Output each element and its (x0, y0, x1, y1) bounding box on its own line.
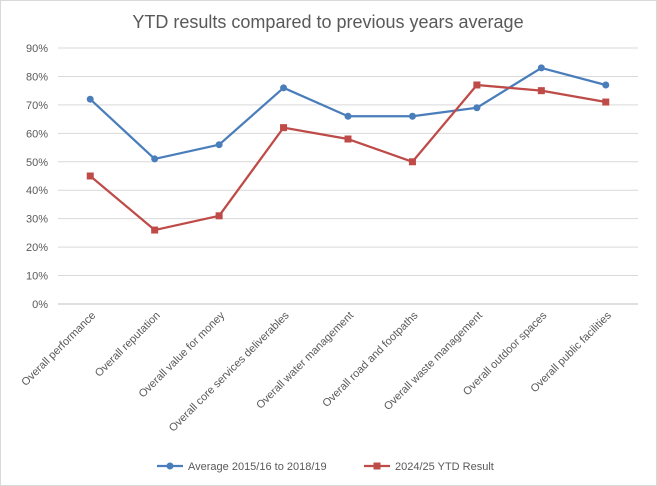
y-tick-label: 40% (26, 185, 48, 197)
gridlines (58, 47, 638, 305)
chart-title: YTD results compared to previous years a… (132, 12, 523, 32)
data-point (473, 104, 481, 112)
data-point (280, 124, 288, 132)
series-line (89, 83, 606, 232)
y-tick-label: 90% (26, 43, 48, 55)
legend-item: 2024/25 YTD Result (364, 461, 494, 473)
data-point (602, 98, 610, 106)
x-tick-label: Overall reputation (93, 310, 163, 380)
data-point (344, 112, 352, 120)
y-tick-label: 0% (32, 299, 48, 311)
data-point (151, 155, 159, 163)
y-tick-label: 50% (26, 157, 48, 169)
data-point (537, 64, 545, 72)
x-tick-label: Overall performance (19, 310, 98, 389)
series-group (86, 64, 610, 234)
data-point (602, 81, 610, 89)
data-point (280, 84, 288, 92)
data-point (344, 135, 352, 143)
data-point (151, 226, 159, 234)
data-point (473, 81, 481, 89)
legend-item: Average 2015/16 to 2018/19 (157, 461, 327, 473)
y-tick-label: 30% (26, 214, 48, 226)
data-point (408, 112, 416, 120)
data-point (86, 95, 94, 103)
y-tick-label: 20% (26, 242, 48, 254)
legend-marker (373, 462, 381, 470)
data-point (215, 212, 223, 220)
y-axis: 0% 10% 20% 30% 40% 50% 60% 70% 80% 90% (26, 43, 48, 311)
legend-marker (166, 462, 174, 470)
y-tick-label: 60% (26, 128, 48, 140)
data-point (215, 141, 223, 149)
data-point (408, 158, 416, 166)
data-point (86, 172, 94, 180)
legend-label: Average 2015/16 to 2018/19 (188, 461, 327, 473)
legend-label: 2024/25 YTD Result (395, 461, 494, 473)
legend: Average 2015/16 to 2018/19 2024/25 YTD Re… (157, 461, 494, 473)
x-tick-label: Overall core services deliverables (167, 309, 292, 434)
y-tick-label: 80% (26, 71, 48, 83)
y-tick-label: 70% (26, 100, 48, 112)
data-point (537, 87, 545, 95)
y-tick-label: 10% (26, 271, 48, 283)
